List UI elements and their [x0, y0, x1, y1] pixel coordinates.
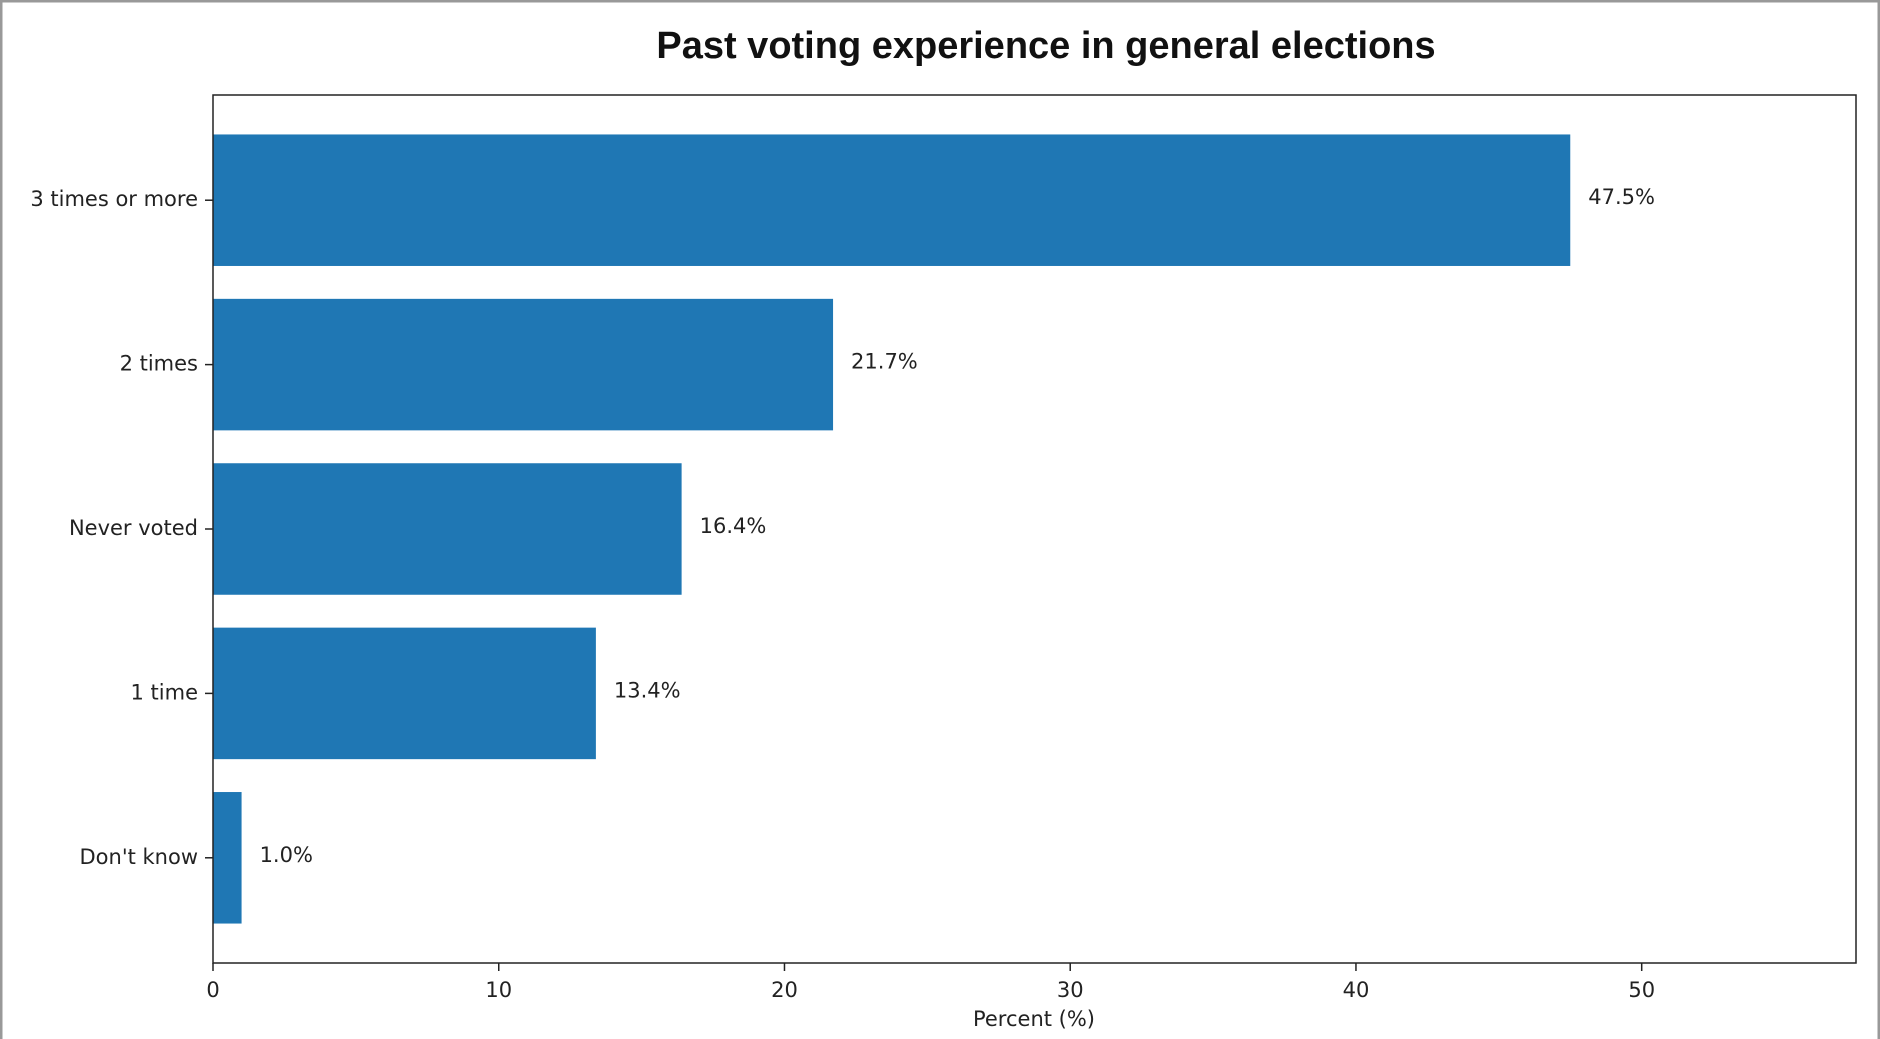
y-tick-label: Never voted — [69, 516, 198, 540]
x-tick-label: 0 — [206, 978, 219, 1002]
y-tick-label: 3 times or more — [30, 187, 198, 211]
bar — [213, 298, 834, 431]
y-tick-label: 1 time — [131, 680, 198, 704]
x-axis-label: Percent (%) — [973, 1007, 1095, 1031]
chart-title: Past voting experience in general electi… — [656, 25, 1435, 67]
x-tick-label: 40 — [1343, 978, 1370, 1002]
value-label: 16.4% — [700, 514, 767, 538]
x-tick-label: 30 — [1057, 978, 1084, 1002]
bar — [213, 134, 1571, 266]
value-label: 21.7% — [851, 350, 918, 374]
y-tick-label: 2 times — [120, 352, 198, 376]
value-label: 1.0% — [260, 843, 313, 867]
value-label: 47.5% — [1588, 185, 1655, 209]
x-tick-label: 20 — [771, 978, 798, 1002]
y-tick-label: Don't know — [79, 845, 198, 869]
bar — [213, 463, 682, 595]
plot-frame — [212, 94, 1857, 964]
x-tick-label: 10 — [485, 978, 512, 1002]
bar — [213, 627, 596, 760]
x-tick-label: 50 — [1628, 978, 1655, 1002]
value-label: 13.4% — [614, 678, 681, 702]
bar — [213, 792, 242, 924]
